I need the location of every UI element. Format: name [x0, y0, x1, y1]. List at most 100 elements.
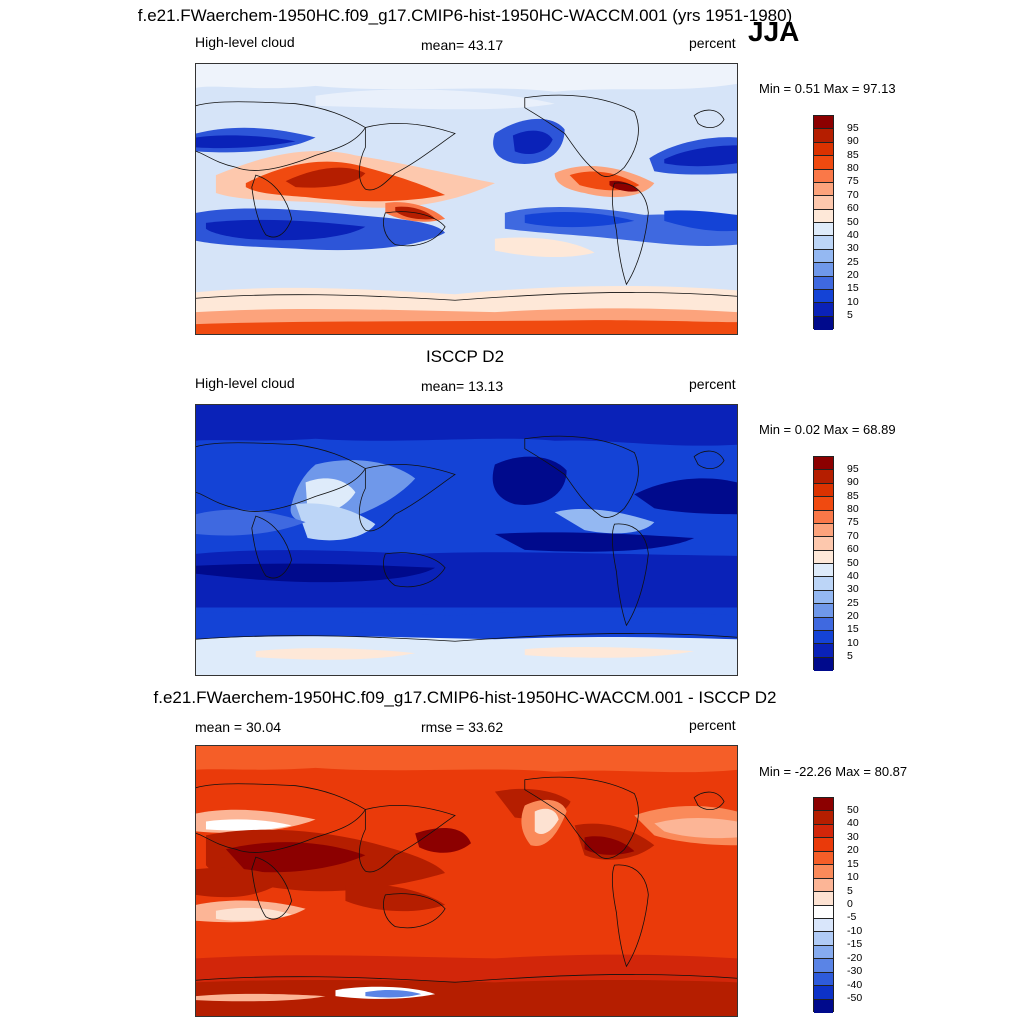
panel3-units-label: percent	[689, 717, 736, 733]
panel1-title: f.e21.FWaerchem-1950HC.f09_g17.CMIP6-his…	[137, 6, 793, 25]
colorbar-level-label: 70	[847, 529, 859, 542]
panel3-minmax: Min = -22.26 Max = 80.87	[759, 764, 908, 779]
colorbar-level-label: 10	[847, 636, 859, 649]
colorbar-swatch	[814, 932, 833, 946]
colorbar-level-label: 75	[847, 175, 859, 188]
colorbar-swatch	[814, 276, 833, 290]
colorbar-level-label: 30	[847, 242, 859, 255]
colorbar-swatch	[814, 223, 833, 237]
colorbar-swatch	[814, 523, 833, 538]
colorbar-level-label: 60	[847, 543, 859, 556]
colorbar-level-label: 30	[847, 830, 859, 843]
panel2-colorbar	[813, 456, 834, 671]
colorbar-swatch	[814, 510, 833, 524]
colorbar-level-label: 75	[847, 516, 859, 529]
colorbar-swatch	[814, 263, 833, 277]
colorbar-swatch	[814, 824, 833, 839]
colorbar-level-label: 40	[847, 817, 859, 830]
panel3-map	[195, 745, 738, 1017]
panel1-variable-label: High-level cloud	[195, 34, 295, 50]
colorbar-swatch	[814, 156, 833, 170]
colorbar-level-label: -20	[847, 951, 863, 964]
colorbar-level-label: 70	[847, 188, 859, 201]
panel3-mean-label: mean = 30.04	[195, 719, 282, 735]
colorbar-level-label: 80	[847, 162, 859, 174]
panel2-variable-label: High-level cloud	[195, 375, 295, 391]
colorbar-level-label: 50	[847, 215, 859, 228]
colorbar-swatch	[814, 196, 833, 210]
colorbar-swatch	[814, 905, 833, 919]
colorbar-swatch	[814, 838, 833, 852]
colorbar-level-label: 90	[847, 476, 859, 489]
panel2-field	[196, 405, 737, 675]
colorbar-level-label: -40	[847, 978, 863, 991]
colorbar-level-label: 0	[847, 898, 853, 910]
colorbar-swatch	[814, 590, 833, 605]
colorbar-swatch	[814, 811, 833, 825]
colorbar-level-label: -30	[847, 965, 863, 978]
panel2-map	[195, 404, 738, 676]
colorbar-level-label: -5	[847, 911, 857, 924]
panel2-minmax: Min = 0.02 Max = 68.89	[759, 422, 896, 437]
colorbar-swatch	[814, 564, 833, 578]
colorbar-level-label: 25	[847, 596, 859, 609]
panel1-minmax: Min = 0.51 Max = 97.13	[759, 81, 896, 96]
colorbar-swatch	[814, 986, 833, 1000]
panel3-coastlines	[196, 776, 737, 983]
colorbar-level-label: 95	[847, 121, 859, 134]
colorbar-swatch	[814, 617, 833, 631]
colorbar-swatch	[814, 892, 833, 906]
colorbar-level-label: 10	[847, 871, 859, 884]
colorbar-swatch	[814, 972, 833, 987]
colorbar-swatch	[814, 999, 833, 1013]
colorbar-level-label: 10	[847, 295, 859, 308]
colorbar-level-label: 5	[847, 884, 853, 897]
colorbar-level-label: -50	[847, 992, 863, 1005]
colorbar-level-label: 80	[847, 503, 859, 515]
colorbar-swatch	[814, 129, 833, 143]
colorbar-swatch	[814, 289, 833, 304]
colorbar-swatch	[814, 644, 833, 658]
colorbar-swatch	[814, 630, 833, 645]
colorbar-level-label: 30	[847, 583, 859, 596]
colorbar-level-label: 50	[847, 803, 859, 816]
colorbar-swatch	[814, 182, 833, 197]
colorbar-swatch	[814, 169, 833, 183]
colorbar-level-label: 20	[847, 610, 859, 622]
panel1-map	[195, 63, 738, 335]
colorbar-swatch	[814, 550, 833, 564]
panel1-mean-label: mean= 43.17	[421, 37, 504, 53]
panel2-coastlines	[196, 435, 737, 642]
colorbar-swatch	[814, 878, 833, 893]
panel2-mean-label: mean= 13.13	[421, 378, 504, 394]
colorbar-level-label: -10	[847, 924, 863, 937]
colorbar-level-label: 15	[847, 282, 859, 295]
panel2-title: ISCCP D2	[425, 347, 505, 366]
colorbar-level-label: 20	[847, 269, 859, 281]
colorbar-level-label: 25	[847, 255, 859, 268]
colorbar-swatch	[814, 851, 833, 866]
colorbar-swatch	[814, 470, 833, 484]
colorbar-swatch	[814, 457, 833, 471]
colorbar-level-label: 85	[847, 489, 859, 502]
colorbar-swatch	[814, 236, 833, 250]
colorbar-level-label: 40	[847, 569, 859, 582]
panel3-title: f.e21.FWaerchem-1950HC.f09_g17.CMIP6-his…	[153, 688, 777, 707]
colorbar-swatch	[814, 918, 833, 933]
colorbar-swatch	[814, 945, 833, 960]
colorbar-level-label: 15	[847, 857, 859, 870]
colorbar-level-label: 50	[847, 556, 859, 569]
colorbar-level-label: 60	[847, 202, 859, 215]
colorbar-swatch	[814, 657, 833, 671]
colorbar-level-label: 5	[847, 650, 853, 663]
panel2-units-label: percent	[689, 376, 736, 392]
colorbar-level-label: 15	[847, 623, 859, 636]
colorbar-swatch	[814, 142, 833, 157]
colorbar-swatch	[814, 537, 833, 551]
colorbar-swatch	[814, 959, 833, 973]
colorbar-level-label: -15	[847, 938, 863, 951]
colorbar-swatch	[814, 303, 833, 317]
colorbar-swatch	[814, 497, 833, 511]
season-label: JJA	[748, 16, 800, 47]
panel1-units-label: percent	[689, 35, 736, 51]
